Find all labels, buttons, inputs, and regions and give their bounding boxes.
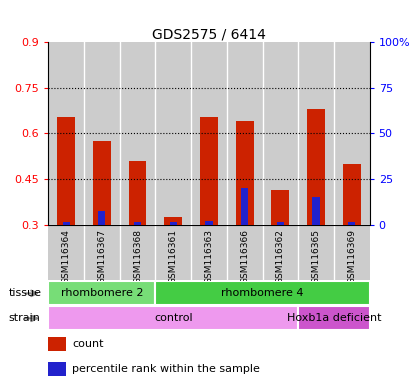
Bar (57, 117, 75, 225)
Bar (271, 190, 289, 225)
Text: GSM116365: GSM116365 (312, 229, 320, 284)
Text: GSM116364: GSM116364 (62, 229, 71, 284)
Bar (98, 211, 105, 225)
Bar (227, 42, 262, 225)
Text: GSM116361: GSM116361 (169, 229, 178, 284)
Bar (48, 225, 84, 280)
Bar (120, 225, 155, 280)
Bar (155, 225, 191, 280)
Bar (334, 42, 370, 225)
Bar (84, 42, 120, 225)
Bar (200, 117, 218, 225)
Text: tissue: tissue (8, 288, 42, 298)
Bar (277, 222, 284, 225)
Text: rhombomere 2: rhombomere 2 (60, 288, 143, 298)
Title: GDS2575 / 6414: GDS2575 / 6414 (152, 27, 266, 41)
Bar (334, 225, 370, 280)
Bar (155, 281, 370, 305)
Bar (236, 121, 254, 225)
Bar (298, 225, 334, 280)
Bar (191, 225, 227, 280)
Bar (262, 225, 298, 280)
Bar (48, 337, 66, 351)
Text: Hoxb1a deficient: Hoxb1a deficient (286, 313, 381, 323)
Bar (120, 42, 155, 225)
Bar (63, 222, 70, 225)
Bar (170, 222, 177, 225)
Bar (134, 222, 141, 225)
Bar (307, 109, 325, 225)
Bar (155, 42, 191, 225)
Text: GSM116366: GSM116366 (240, 229, 249, 284)
Bar (312, 197, 320, 225)
Text: control: control (154, 313, 192, 323)
Bar (93, 141, 111, 225)
Text: rhombomere 4: rhombomere 4 (221, 288, 304, 298)
Bar (129, 161, 147, 225)
Bar (227, 225, 262, 280)
Bar (48, 306, 298, 330)
Bar (48, 362, 66, 376)
Bar (84, 225, 120, 280)
Bar (298, 306, 370, 330)
Text: GSM116369: GSM116369 (347, 229, 356, 284)
Bar (348, 222, 355, 225)
Text: GSM116367: GSM116367 (97, 229, 106, 284)
Bar (48, 281, 155, 305)
Text: strain: strain (8, 313, 40, 323)
Bar (298, 42, 334, 225)
Bar (262, 42, 298, 225)
Text: GSM116362: GSM116362 (276, 229, 285, 284)
Text: GSM116368: GSM116368 (133, 229, 142, 284)
Text: percentile rank within the sample: percentile rank within the sample (72, 364, 260, 374)
Text: count: count (72, 339, 104, 349)
Text: GSM116363: GSM116363 (205, 229, 213, 284)
Bar (164, 217, 182, 225)
Bar (205, 221, 213, 225)
Bar (241, 188, 248, 225)
Bar (48, 42, 84, 225)
Bar (343, 164, 361, 225)
Bar (191, 42, 227, 225)
